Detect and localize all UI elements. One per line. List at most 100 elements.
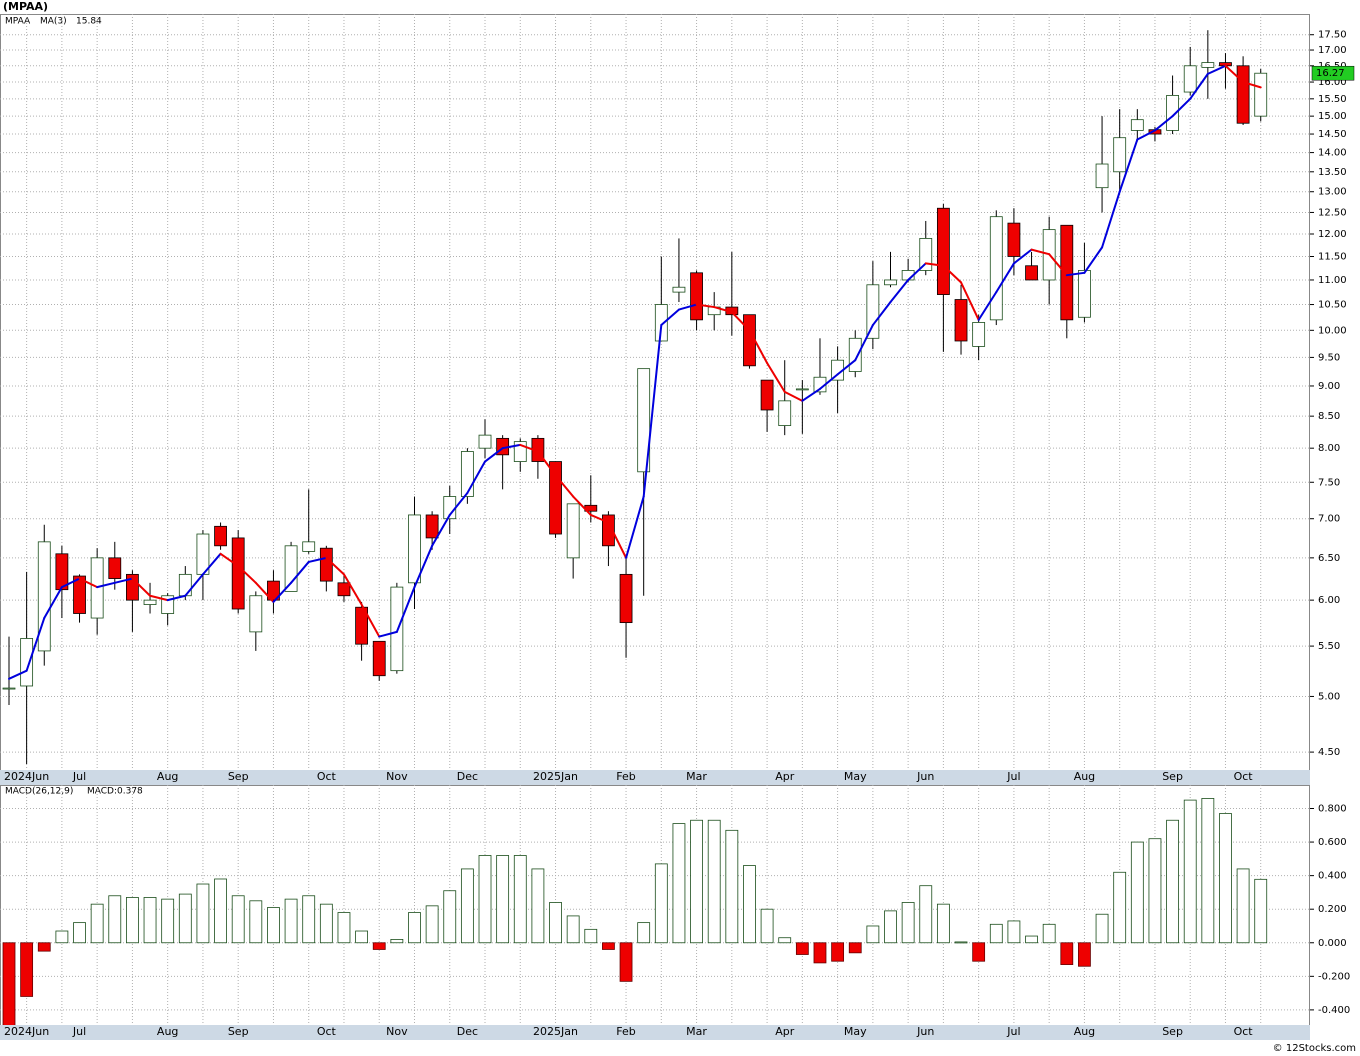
macd-bar <box>90 903 104 944</box>
ma-segment <box>466 460 487 494</box>
macd-bar <box>1166 819 1179 944</box>
ma-segment <box>1189 72 1209 100</box>
legend-ma-value: 15.84 <box>76 17 102 27</box>
macd-bar <box>584 928 598 944</box>
y-tick-label: 6.50 <box>1318 553 1340 564</box>
ma-segment <box>713 306 733 314</box>
macd-bar <box>1254 878 1268 944</box>
x-tick-label: Apr <box>775 770 795 783</box>
ma-segment <box>1012 248 1033 265</box>
macd-bar <box>1042 923 1056 944</box>
ma-segment <box>889 278 910 304</box>
candle-body <box>972 322 986 347</box>
ma-segment <box>554 474 575 498</box>
macd-bar <box>143 897 157 944</box>
candle-body <box>1025 265 1038 281</box>
ma-segment <box>1171 97 1192 118</box>
y-tick-label: 13.00 <box>1318 187 1347 198</box>
candle-body <box>672 286 686 293</box>
x-tick-label: Aug <box>1074 770 1095 783</box>
candle-body <box>1060 224 1074 321</box>
y-tick-label: 8.50 <box>1318 411 1340 422</box>
candle-body <box>20 638 34 687</box>
x-tick-label: Jun <box>916 1025 934 1038</box>
macd-bar <box>1095 913 1109 944</box>
candle-body <box>1183 65 1197 93</box>
macd-bar <box>549 902 562 944</box>
macd-bar <box>460 868 474 944</box>
candle-body <box>1236 65 1250 124</box>
candle-body <box>1007 222 1021 257</box>
macd-bar <box>566 915 580 944</box>
ma-segment <box>201 552 222 576</box>
ma-segment <box>60 577 81 589</box>
macd-bar <box>478 855 492 944</box>
macd-bar <box>778 937 792 944</box>
legend-ma: MA(3) <box>40 17 67 27</box>
ma-segment <box>1065 271 1086 277</box>
ma-segment <box>413 544 434 589</box>
candle-body <box>848 337 862 372</box>
ma-segment <box>871 301 892 327</box>
macd-bar <box>355 930 369 944</box>
ma-segment <box>1206 64 1227 75</box>
macd-bar <box>672 823 686 944</box>
footer: © 12Stocks.com <box>1273 1043 1356 1054</box>
ma-segment <box>519 443 539 453</box>
x-tick-label: Oct <box>317 1025 337 1038</box>
macd-bar <box>743 865 756 944</box>
candle-body <box>337 582 351 597</box>
macd-bar <box>390 939 404 944</box>
x-tick-label: Oct <box>317 770 337 783</box>
ma-segment <box>43 586 63 620</box>
y-tick-label: 0.000 <box>1318 938 1347 949</box>
macd-bar <box>654 863 668 944</box>
x-tick-label: Feb <box>616 770 635 783</box>
x-tick-label: May <box>844 770 867 783</box>
macd-bar <box>795 942 809 955</box>
y-tick-label: 5.00 <box>1318 691 1340 702</box>
ma-segment <box>660 308 680 327</box>
x-tick-label: Sep <box>1162 1025 1183 1038</box>
candle-body <box>1254 72 1268 117</box>
macd-legend: MACD(26,12,9) <box>5 787 73 797</box>
x-tick-label: Aug <box>157 770 178 783</box>
ma-segment <box>960 281 980 321</box>
y-tick-label: 15.50 <box>1318 94 1347 105</box>
macd-bar <box>1060 942 1074 965</box>
date-strip <box>0 770 1310 785</box>
y-tick-label: 9.50 <box>1318 352 1340 363</box>
macd-bar <box>1113 871 1127 944</box>
macd-bar <box>443 890 457 944</box>
macd-bar <box>989 923 1003 944</box>
ma-segment <box>378 630 398 638</box>
candle-body <box>1095 163 1109 189</box>
date-strip <box>0 1025 1310 1040</box>
macd-bar <box>760 908 774 944</box>
y-tick-label: 5.50 <box>1318 641 1340 652</box>
ma-segment <box>572 495 592 516</box>
ma-segment <box>325 556 345 576</box>
x-tick-label: Feb <box>616 1025 635 1038</box>
macd-bar <box>1236 868 1250 944</box>
candle-body <box>302 541 316 552</box>
ma-segment <box>184 573 204 597</box>
candle-body <box>284 545 298 592</box>
ma-segment <box>766 361 786 393</box>
ma-segment <box>977 291 998 321</box>
y-tick-label: 17.00 <box>1318 45 1347 56</box>
ma-segment <box>448 491 469 516</box>
x-tick-label: Dec <box>457 1025 478 1038</box>
candle-body <box>178 573 192 597</box>
candle-body <box>1113 137 1127 173</box>
y-tick-label: 10.00 <box>1318 325 1347 336</box>
macd-bar <box>1201 798 1215 944</box>
y-tick-label: 0.200 <box>1318 904 1347 915</box>
x-tick-label: Jun <box>916 770 934 783</box>
macd-bar <box>513 855 527 944</box>
candle-body <box>73 575 86 614</box>
candle-body <box>372 640 386 677</box>
candle-body <box>795 388 809 391</box>
y-tick-label: 0.600 <box>1318 837 1347 848</box>
macd-bar <box>919 885 933 944</box>
